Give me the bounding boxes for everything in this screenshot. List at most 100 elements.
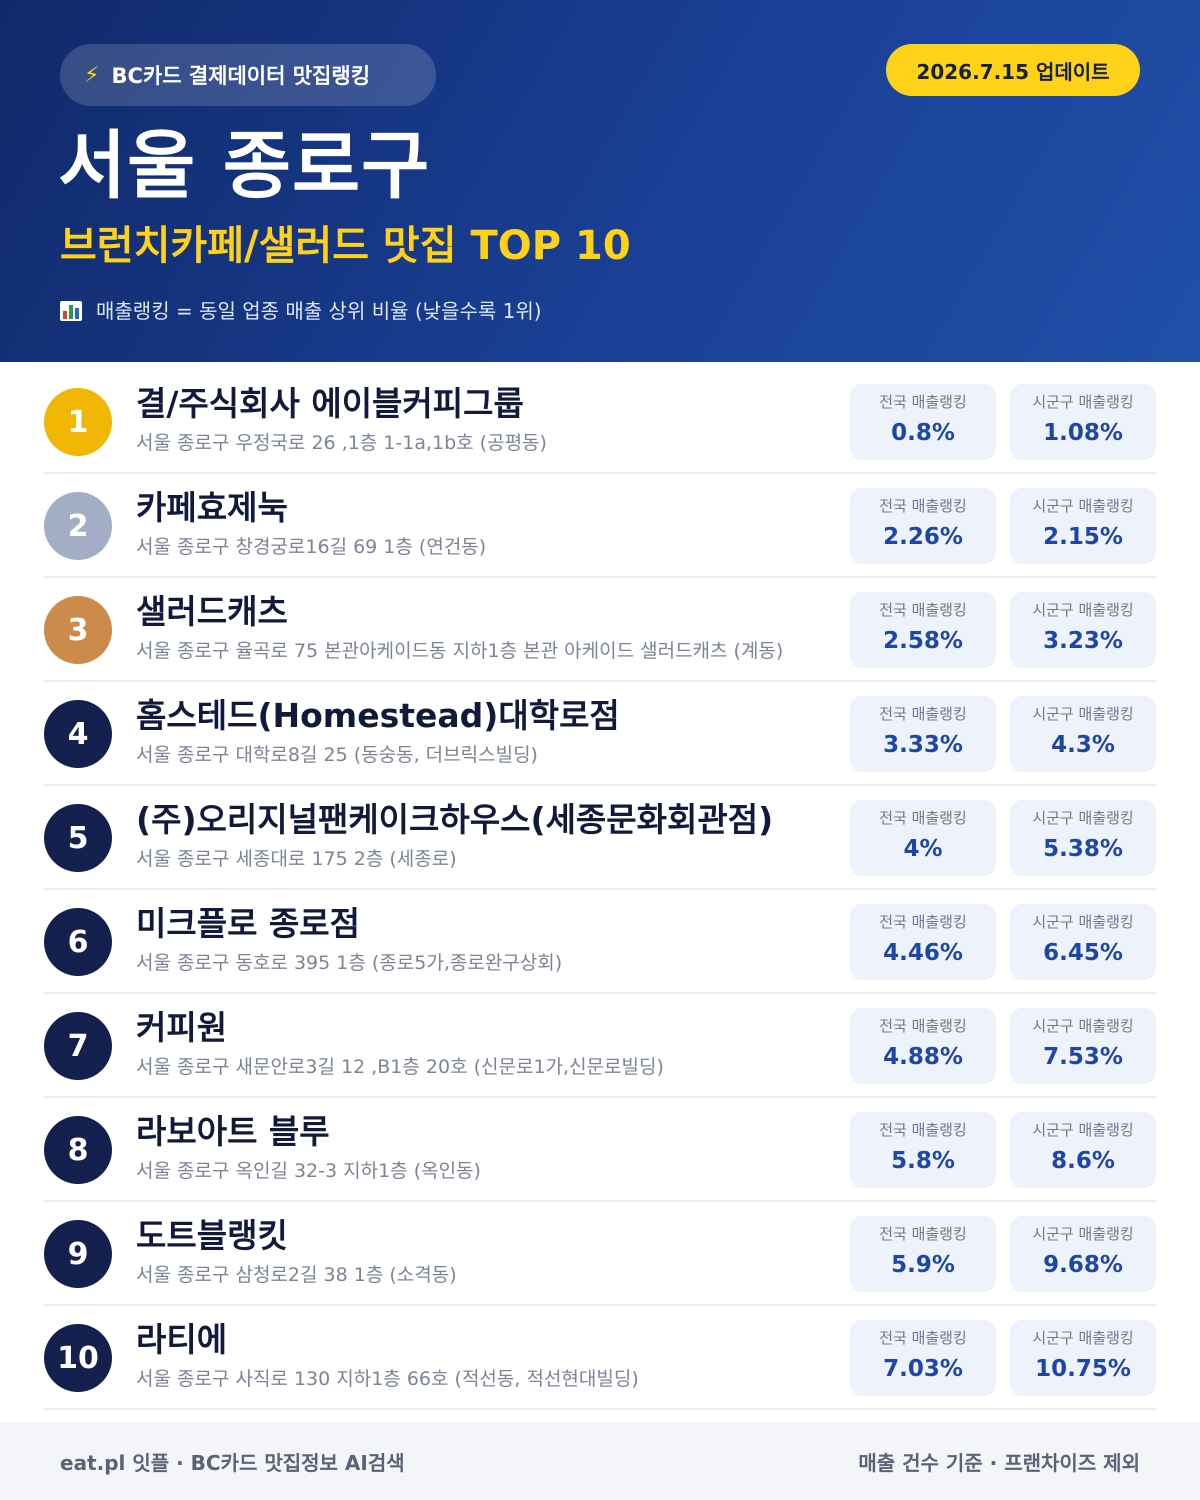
rank-badge: 9 — [44, 1220, 112, 1288]
district-ranking-label: 시군구 매출랭킹 — [1032, 913, 1134, 931]
district-ranking-value: 10.75% — [1035, 1356, 1131, 1382]
national-ranking-label: 전국 매출랭킹 — [879, 393, 967, 411]
restaurant-name[interactable]: 라보아트 블루 — [136, 1112, 330, 1151]
district-ranking-label: 시군구 매출랭킹 — [1032, 1225, 1134, 1243]
district-ranking-label: 시군구 매출랭킹 — [1032, 705, 1134, 723]
district-ranking-label: 시군구 매출랭킹 — [1032, 1329, 1134, 1347]
rank-badge: 8 — [44, 1116, 112, 1184]
national-ranking-value: 5.9% — [891, 1252, 955, 1278]
national-ranking-card: 전국 매출랭킹 5.9% — [850, 1216, 996, 1292]
restaurant-address: 서울 종로구 삼청로2길 38 1층 (소격동) — [136, 1264, 457, 1286]
restaurant-address: 서울 종로구 율곡로 75 본관아케이드동 지하1층 본관 아케이드 샐러드캐츠… — [136, 640, 784, 662]
district-ranking-value: 7.53% — [1043, 1044, 1123, 1070]
district-ranking-card: 시군구 매출랭킹 9.68% — [1010, 1216, 1156, 1292]
national-ranking-card: 전국 매출랭킹 4.46% — [850, 904, 996, 980]
district-ranking-value: 6.45% — [1043, 940, 1123, 966]
ranking-note-text: 매출랭킹 = 동일 업종 매출 상위 비율 (낮을수록 1위) — [96, 299, 542, 323]
national-ranking-label: 전국 매출랭킹 — [879, 1017, 967, 1035]
restaurant-name[interactable]: 결/주식회사 에이블커피그룹 — [136, 384, 524, 423]
district-ranking-card: 시군구 매출랭킹 10.75% — [1010, 1320, 1156, 1396]
district-ranking-card: 시군구 매출랭킹 8.6% — [1010, 1112, 1156, 1188]
list-item[interactable]: 4 홈스테드(Homestead)대학로점 서울 종로구 대학로8길 25 (동숭동… — [44, 682, 1156, 786]
national-ranking-label: 전국 매출랭킹 — [879, 705, 967, 723]
footer: eat.pl 잇플 · BC카드 맛집정보 AI검색 매출 건수 기준 · 프랜… — [0, 1422, 1200, 1500]
footer-criteria: 매출 건수 기준 · 프랜차이즈 제외 — [858, 1450, 1140, 1475]
restaurant-name[interactable]: 라티에 — [136, 1320, 228, 1359]
district-ranking-label: 시군구 매출랭킹 — [1032, 1121, 1134, 1139]
rank-badge: 7 — [44, 1012, 112, 1080]
district-ranking-value: 4.3% — [1051, 732, 1115, 758]
ranking-note: 매출랭킹 = 동일 업종 매출 상위 비율 (낮을수록 1위) — [60, 294, 542, 328]
update-date-badge: 2026.7.15 업데이트 — [886, 44, 1140, 96]
district-ranking-value: 2.15% — [1043, 524, 1123, 550]
district-ranking-card: 시군구 매출랭킹 5.38% — [1010, 800, 1156, 876]
list-item[interactable]: 8 라보아트 블루 서울 종로구 옥인길 32-3 지하1층 (옥인동) 전국 매출랭… — [44, 1098, 1156, 1202]
rank-badge: 2 — [44, 492, 112, 560]
national-ranking-card: 전국 매출랭킹 4.88% — [850, 1008, 996, 1084]
restaurant-name[interactable]: 커피원 — [136, 1008, 228, 1047]
national-ranking-card: 전국 매출랭킹 4% — [850, 800, 996, 876]
district-ranking-label: 시군구 매출랭킹 — [1032, 1017, 1134, 1035]
district-ranking-card: 시군구 매출랭킹 7.53% — [1010, 1008, 1156, 1084]
restaurant-address: 서울 종로구 대학로8길 25 (동숭동, 더브릭스빌딩) — [136, 744, 538, 766]
restaurant-address: 서울 종로구 새문안로3길 12 ,B1층 20호 (신문로1가,신문로빌딩) — [136, 1056, 664, 1078]
rank-badge: 6 — [44, 908, 112, 976]
page-title: 서울 종로구 — [58, 123, 431, 209]
national-ranking-value: 4.88% — [883, 1044, 963, 1070]
source-badge: ⚡ BC카드 결제데이터 맛집랭킹 — [60, 44, 436, 106]
district-ranking-label: 시군구 매출랭킹 — [1032, 497, 1134, 515]
restaurant-name[interactable]: (주)오리지널팬케이크하우스(세종문화회관점) — [136, 800, 774, 839]
restaurant-name[interactable]: 미크플로 종로점 — [136, 904, 361, 943]
restaurant-name[interactable]: 홈스테드(Homestead)대학로점 — [136, 696, 620, 735]
district-ranking-value: 9.68% — [1043, 1252, 1123, 1278]
national-ranking-label: 전국 매출랭킹 — [879, 497, 967, 515]
national-ranking-value: 2.26% — [883, 524, 963, 550]
national-ranking-label: 전국 매출랭킹 — [879, 1121, 967, 1139]
national-ranking-card: 전국 매출랭킹 7.03% — [850, 1320, 996, 1396]
rank-badge: 1 — [44, 388, 112, 456]
national-ranking-card: 전국 매출랭킹 2.58% — [850, 592, 996, 668]
restaurant-name[interactable]: 카페효제눅 — [136, 488, 288, 527]
lightning-icon: ⚡ — [84, 62, 100, 88]
header-banner: ⚡ BC카드 결제데이터 맛집랭킹 2026.7.15 업데이트 서울 종로구 … — [0, 0, 1200, 362]
list-item[interactable]: 5 (주)오리지널팬케이크하우스(세종문화회관점) 서울 종로구 세종대로 175 … — [44, 786, 1156, 890]
restaurant-address: 서울 종로구 동호로 395 1층 (종로5가,종로완구상회) — [136, 952, 563, 974]
district-ranking-value: 8.6% — [1051, 1148, 1115, 1174]
national-ranking-label: 전국 매출랭킹 — [879, 809, 967, 827]
national-ranking-value: 3.33% — [883, 732, 963, 758]
restaurant-address: 서울 종로구 우정국로 26 ,1층 1-1a,1b호 (공평동) — [136, 432, 547, 454]
national-ranking-card: 전국 매출랭킹 2.26% — [850, 488, 996, 564]
national-ranking-card: 전국 매출랭킹 0.8% — [850, 384, 996, 460]
national-ranking-value: 4.46% — [883, 940, 963, 966]
district-ranking-card: 시군구 매출랭킹 3.23% — [1010, 592, 1156, 668]
restaurant-name[interactable]: 샐러드캐츠 — [136, 592, 288, 631]
restaurant-address: 서울 종로구 사직로 130 지하1층 66호 (적선동, 적선현대빌딩) — [136, 1368, 639, 1390]
district-ranking-value: 3.23% — [1043, 628, 1123, 654]
national-ranking-value: 7.03% — [883, 1356, 963, 1382]
rank-badge: 10 — [44, 1324, 112, 1392]
district-ranking-card: 시군구 매출랭킹 4.3% — [1010, 696, 1156, 772]
national-ranking-card: 전국 매출랭킹 3.33% — [850, 696, 996, 772]
national-ranking-card: 전국 매출랭킹 5.8% — [850, 1112, 996, 1188]
list-item[interactable]: 2 카페효제눅 서울 종로구 창경궁로16길 69 1층 (연건동) 전국 매출랭킹 2… — [44, 474, 1156, 578]
page-subtitle: 브런치카페/샐러드 맛집 TOP 10 — [60, 223, 631, 269]
district-ranking-card: 시군구 매출랭킹 2.15% — [1010, 488, 1156, 564]
district-ranking-value: 1.08% — [1043, 420, 1123, 446]
district-ranking-value: 5.38% — [1043, 836, 1123, 862]
rank-badge: 5 — [44, 804, 112, 872]
district-ranking-card: 시군구 매출랭킹 1.08% — [1010, 384, 1156, 460]
restaurant-name[interactable]: 도트블랭킷 — [136, 1216, 288, 1255]
national-ranking-value: 0.8% — [891, 420, 955, 446]
district-ranking-label: 시군구 매출랭킹 — [1032, 393, 1134, 411]
footer-source: eat.pl 잇플 · BC카드 맛집정보 AI검색 — [60, 1450, 405, 1475]
national-ranking-value: 4% — [903, 836, 943, 862]
rank-badge: 3 — [44, 596, 112, 664]
national-ranking-label: 전국 매출랭킹 — [879, 1225, 967, 1243]
